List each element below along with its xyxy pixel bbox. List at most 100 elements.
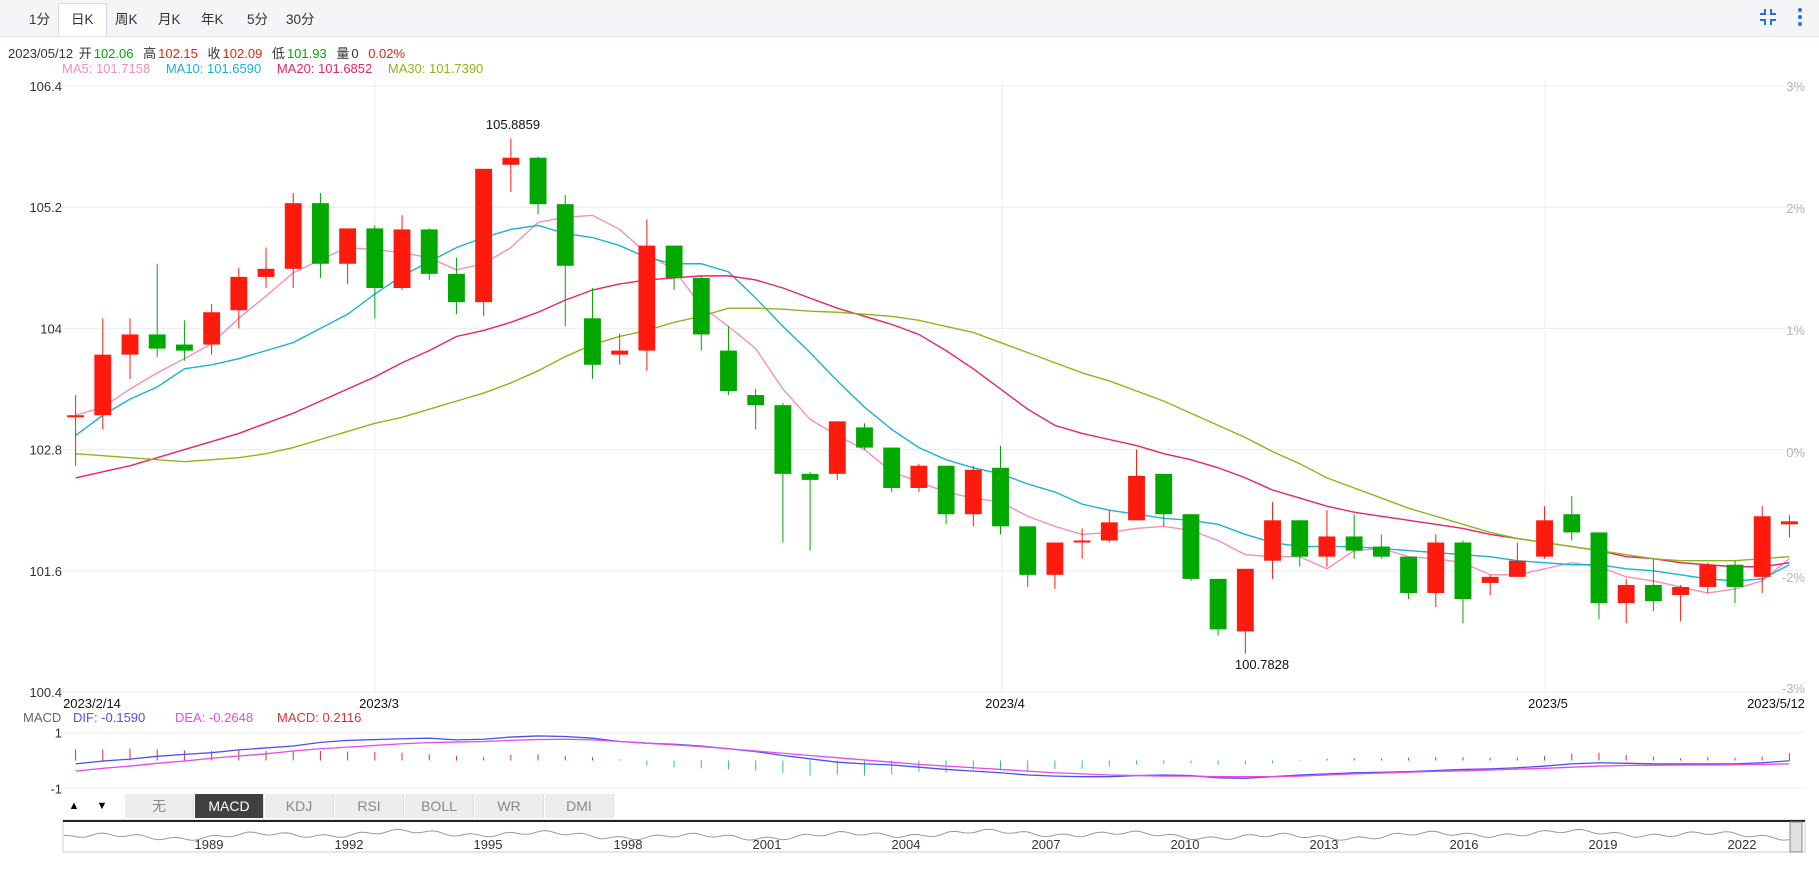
percent-tick-label: 0%: [1786, 445, 1805, 460]
tab-weekly-k[interactable]: 周K: [115, 12, 138, 27]
candle-body: [1590, 532, 1608, 604]
vertical-ellipsis-icon[interactable]: [1795, 6, 1805, 28]
candle-body: [856, 427, 873, 448]
info-volume: 0: [351, 46, 359, 61]
date-tick-label: 2023/5: [1528, 696, 1568, 711]
candle-body: [175, 344, 193, 351]
candle-body: [366, 228, 384, 288]
info-high-label: 高: [143, 46, 157, 61]
percent-tick-label: 2%: [1786, 201, 1805, 216]
candle-body: [964, 469, 982, 515]
candle-body: [1209, 578, 1227, 630]
candle-body: [448, 273, 465, 303]
candle-body: [692, 277, 710, 335]
candle-body: [1454, 542, 1472, 600]
candle-body: [665, 245, 683, 278]
navigator-year-label: 1995: [474, 837, 503, 852]
candle-body: [1155, 473, 1173, 515]
price-axis: 106.4 105.2 104 102.8 101.6 100.4: [29, 79, 62, 700]
indicator-button[interactable]: BOLL: [405, 794, 474, 818]
candle-body: [1100, 522, 1118, 541]
macd-panel: 1 -1: [50, 726, 1805, 796]
candle-body: [883, 447, 901, 488]
fullscreen-icon[interactable]: [1757, 6, 1779, 28]
ohlc-info: 2023/05/12 开 102.06 高 102.15 收 102.09 低 101.…: [8, 43, 407, 62]
navigator-year-label: 2007: [1032, 837, 1061, 852]
tab-yearly-k[interactable]: 年K: [201, 12, 224, 27]
next-arrow-button[interactable]: ▼: [96, 800, 108, 812]
navigator-year-label: 2010: [1171, 837, 1200, 852]
low-annotation: 100.7828: [1235, 657, 1289, 672]
candle-body: [148, 334, 166, 349]
candle-body: [1508, 560, 1526, 577]
price-tick-label: 105.2: [29, 200, 62, 215]
ma20-label: MA20: 101.6852: [276, 61, 373, 76]
ma30-line: [75, 307, 1790, 562]
indicator-button[interactable]: 无: [125, 794, 194, 818]
percent-tick-label: 1%: [1786, 323, 1805, 338]
candle-body: [1726, 564, 1744, 587]
macd-legend-macd: MACD: 0.2116: [277, 710, 361, 725]
info-change: 0.02%: [368, 46, 406, 61]
candle-body: [910, 465, 928, 488]
candle-body: [475, 168, 493, 303]
candle-body: [67, 415, 85, 418]
candle-body: [937, 465, 955, 515]
info-low-label: 低: [271, 46, 285, 61]
macd-legend-title: MACD: [23, 710, 61, 725]
candle-body: [720, 350, 737, 392]
price-tick-label: 104: [40, 321, 62, 336]
tab-30min[interactable]: 30分: [286, 12, 315, 27]
candle-body: [1019, 526, 1037, 575]
indicator-button[interactable]: MACD: [195, 794, 264, 818]
tab-5min[interactable]: 5分: [247, 12, 269, 27]
candle-body: [1780, 521, 1798, 525]
ma30-label: MA30: 101.7390: [387, 61, 484, 76]
prev-arrow-button[interactable]: ▲: [68, 800, 80, 812]
dea-line: [75, 738, 1790, 778]
tab-monthly-k[interactable]: 月K: [158, 12, 181, 27]
indicator-button[interactable]: DMI: [545, 794, 614, 818]
price-tick-label: 101.6: [29, 564, 62, 579]
tab-1min[interactable]: 1分: [29, 12, 51, 27]
price-tick-label: 106.4: [29, 79, 62, 94]
candle-body: [747, 395, 765, 406]
candle-body: [992, 467, 1009, 527]
candle-body: [502, 157, 520, 165]
navigator-year-label: 1989: [195, 837, 224, 852]
candle-body: [94, 354, 112, 416]
navigator-handle: [1789, 821, 1803, 853]
navigator-year-label: 2001: [753, 837, 782, 852]
macd-legend-dea: DEA: -0.2648: [175, 710, 253, 725]
indicator-button[interactable]: WR: [475, 794, 544, 818]
navigator-year-label: 2016: [1450, 837, 1479, 852]
candle-body: [1699, 564, 1717, 587]
indicator-button[interactable]: KDJ: [265, 794, 334, 818]
info-low: 101.93: [286, 46, 327, 61]
candle-body: [1753, 516, 1771, 577]
tab-daily-k[interactable]: 日K: [58, 3, 107, 36]
candle-body: [1073, 540, 1091, 543]
high-annotation: 105.8859: [486, 117, 540, 132]
info-close: 102.09: [222, 46, 263, 61]
ma-lines: [75, 214, 1790, 594]
candle-body: [311, 203, 329, 264]
percent-tick-label: -3%: [1782, 681, 1806, 696]
candle-body: [611, 350, 629, 355]
range-navigator[interactable]: 1989 1992 1995 1998 2001 2004 2007 2010 2013 2016…: [62, 819, 1806, 853]
candle-body: [121, 334, 139, 355]
period-tab-bar: 1分 日K 周K 月K 年K 5分 30分: [0, 0, 1819, 37]
candle-body: [1318, 536, 1336, 557]
ma-legend: MA5: 101.7158 MA10: 101.6590 MA20: 101.6…: [62, 61, 495, 76]
date-tick-label: 2023/2/14: [63, 696, 121, 711]
indicator-button[interactable]: RSI: [335, 794, 404, 818]
date-tick-label: 2023/3: [359, 696, 399, 711]
candle-body: [1372, 546, 1390, 557]
date-axis: 2023/2/14 2023/3 2023/4 2023/5 2023/5/12: [63, 696, 1805, 711]
date-tick-label: 2023/4: [985, 696, 1025, 711]
candle-body: [1345, 536, 1363, 551]
price-tick-label: 100.4: [29, 685, 62, 700]
info-date: 2023/05/12: [8, 46, 74, 61]
macd-tick-label: 1: [55, 726, 62, 741]
candle-body: [230, 276, 248, 311]
